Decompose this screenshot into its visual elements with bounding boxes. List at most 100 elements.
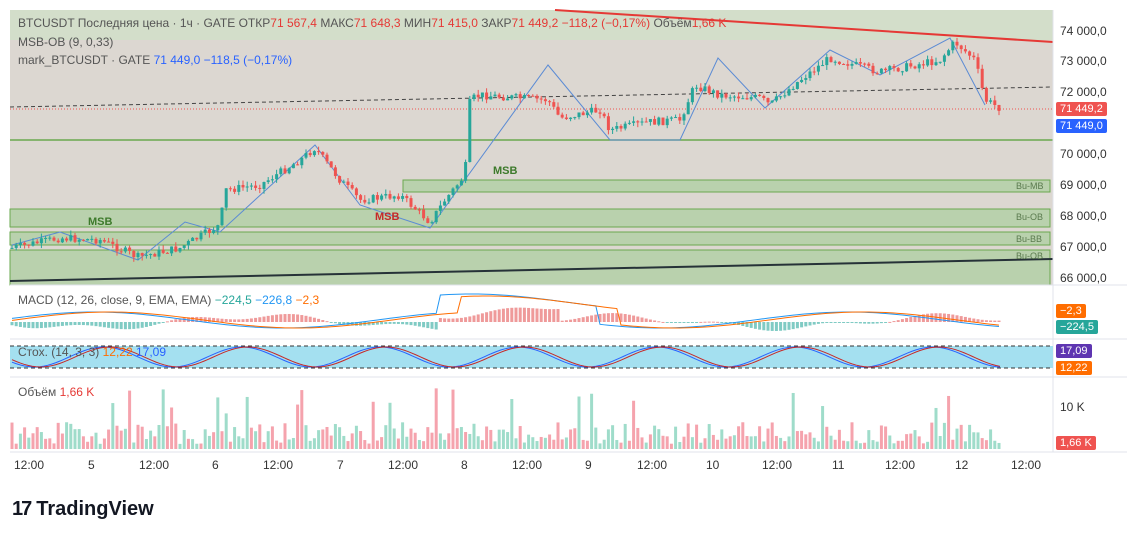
candle: [527, 95, 531, 97]
candle: [413, 206, 417, 210]
macd-hist-bar: [539, 308, 543, 322]
macd-hist-bar: [128, 322, 132, 330]
candle: [354, 188, 358, 196]
volume-bar: [695, 424, 699, 449]
macd-hist-bar: [489, 311, 493, 322]
macd-hist-bar: [434, 322, 438, 330]
tradingview-logo[interactable]: 17 TradingView: [12, 498, 154, 521]
macd-hist-bar: [984, 320, 988, 322]
stoch-legend[interactable]: Стох. (14, 3, 3) 12,22 17,09: [18, 345, 166, 359]
volume-bar: [875, 441, 879, 449]
macd-hist-bar: [455, 318, 459, 322]
macd-hist-bar: [409, 322, 413, 326]
legend-mark[interactable]: mark_BTCUSDT · GATE 71 449,0 −118,5 (−0,…: [18, 52, 292, 68]
volume-bar: [808, 432, 812, 449]
candle: [867, 63, 871, 66]
volume-bar: [128, 390, 132, 449]
volume-bar: [791, 392, 795, 449]
volume-bar: [472, 423, 476, 449]
volume-bar: [480, 440, 484, 449]
volume-bar: [363, 440, 367, 449]
volume-bar: [497, 429, 501, 449]
time-tick: 12:00: [14, 458, 45, 472]
volume-bar: [438, 433, 442, 449]
volume-bar: [182, 430, 186, 449]
macd-hist-bar: [682, 322, 686, 323]
candle: [422, 209, 426, 219]
macd-hist-bar: [577, 318, 581, 322]
candle: [900, 71, 904, 73]
volume-bar: [972, 432, 976, 449]
macd-legend[interactable]: MACD (12, 26, close, 9, EMA, EMA) −224,5…: [18, 293, 319, 307]
candle: [136, 253, 140, 258]
candle: [963, 49, 967, 52]
macd-hist-bar: [119, 322, 123, 330]
candle: [993, 100, 997, 105]
volume-bar: [220, 431, 224, 449]
volume-bar: [417, 439, 421, 449]
volume-bar: [178, 443, 182, 449]
volume-legend[interactable]: Объём 1,66 K: [18, 385, 94, 399]
volume-bar: [86, 441, 90, 449]
candle: [485, 92, 489, 100]
volume-bar: [795, 431, 799, 449]
stoch-title: Стох. (14, 3, 3): [18, 345, 100, 359]
macd-hist-bar: [123, 322, 127, 330]
time-tick: 12: [955, 458, 969, 472]
candle: [657, 117, 661, 125]
volume-bar: [254, 431, 258, 449]
symbol[interactable]: BTCUSDT: [18, 16, 75, 30]
candle: [871, 65, 875, 74]
candle: [459, 180, 463, 186]
time-tick: 12:00: [263, 458, 294, 472]
zone-label-bu-ob-1: Bu-OB: [1016, 212, 1044, 222]
candle: [216, 225, 220, 231]
candle: [380, 195, 384, 200]
close-label: ЗАКР: [481, 16, 512, 30]
volume-bar: [518, 426, 522, 449]
macd-hist-bar: [837, 322, 841, 323]
macd-hist-bar: [989, 320, 993, 322]
macd-hist-bar: [522, 307, 526, 322]
macd-hist-bar: [220, 318, 224, 322]
volume-bar: [325, 426, 329, 449]
macd-hist-bar: [585, 316, 589, 322]
macd-hist-bar: [266, 315, 270, 322]
candle: [308, 153, 312, 156]
macd-hist-bar: [392, 322, 396, 324]
volume-bar: [111, 403, 115, 449]
volume-bar: [98, 443, 102, 449]
macd-hist-bar: [686, 322, 690, 323]
volume-bar: [468, 433, 472, 449]
candle: [926, 59, 930, 66]
volume-bar: [606, 429, 610, 449]
time-tick: 12:00: [139, 458, 170, 472]
candle: [854, 62, 858, 64]
volume-bar: [396, 438, 400, 449]
volume-bar: [338, 427, 342, 449]
volume-bar: [913, 430, 917, 449]
candle: [304, 153, 308, 158]
candle: [581, 112, 585, 116]
legend-msb-ob[interactable]: MSB-OB (9, 0,33): [18, 34, 113, 50]
volume-bar: [312, 438, 316, 449]
volume-bar: [287, 439, 291, 449]
macd-hist-bar: [321, 320, 325, 322]
macd-hist-bar: [258, 317, 262, 322]
candle: [833, 61, 837, 63]
volume-bar: [228, 441, 232, 449]
high-label: МАКС: [320, 16, 354, 30]
candle: [770, 100, 774, 103]
macd-hist-bar: [821, 322, 825, 324]
macd-hist-bar: [426, 322, 430, 329]
candle: [749, 97, 753, 100]
volume-bar: [107, 429, 111, 449]
candle: [178, 247, 182, 252]
candle: [338, 176, 342, 183]
candle: [77, 239, 81, 242]
time-tick: 12:00: [388, 458, 419, 472]
volume-bar: [674, 426, 678, 449]
macd-hist-bar: [476, 314, 480, 322]
volume-bar: [65, 422, 69, 449]
